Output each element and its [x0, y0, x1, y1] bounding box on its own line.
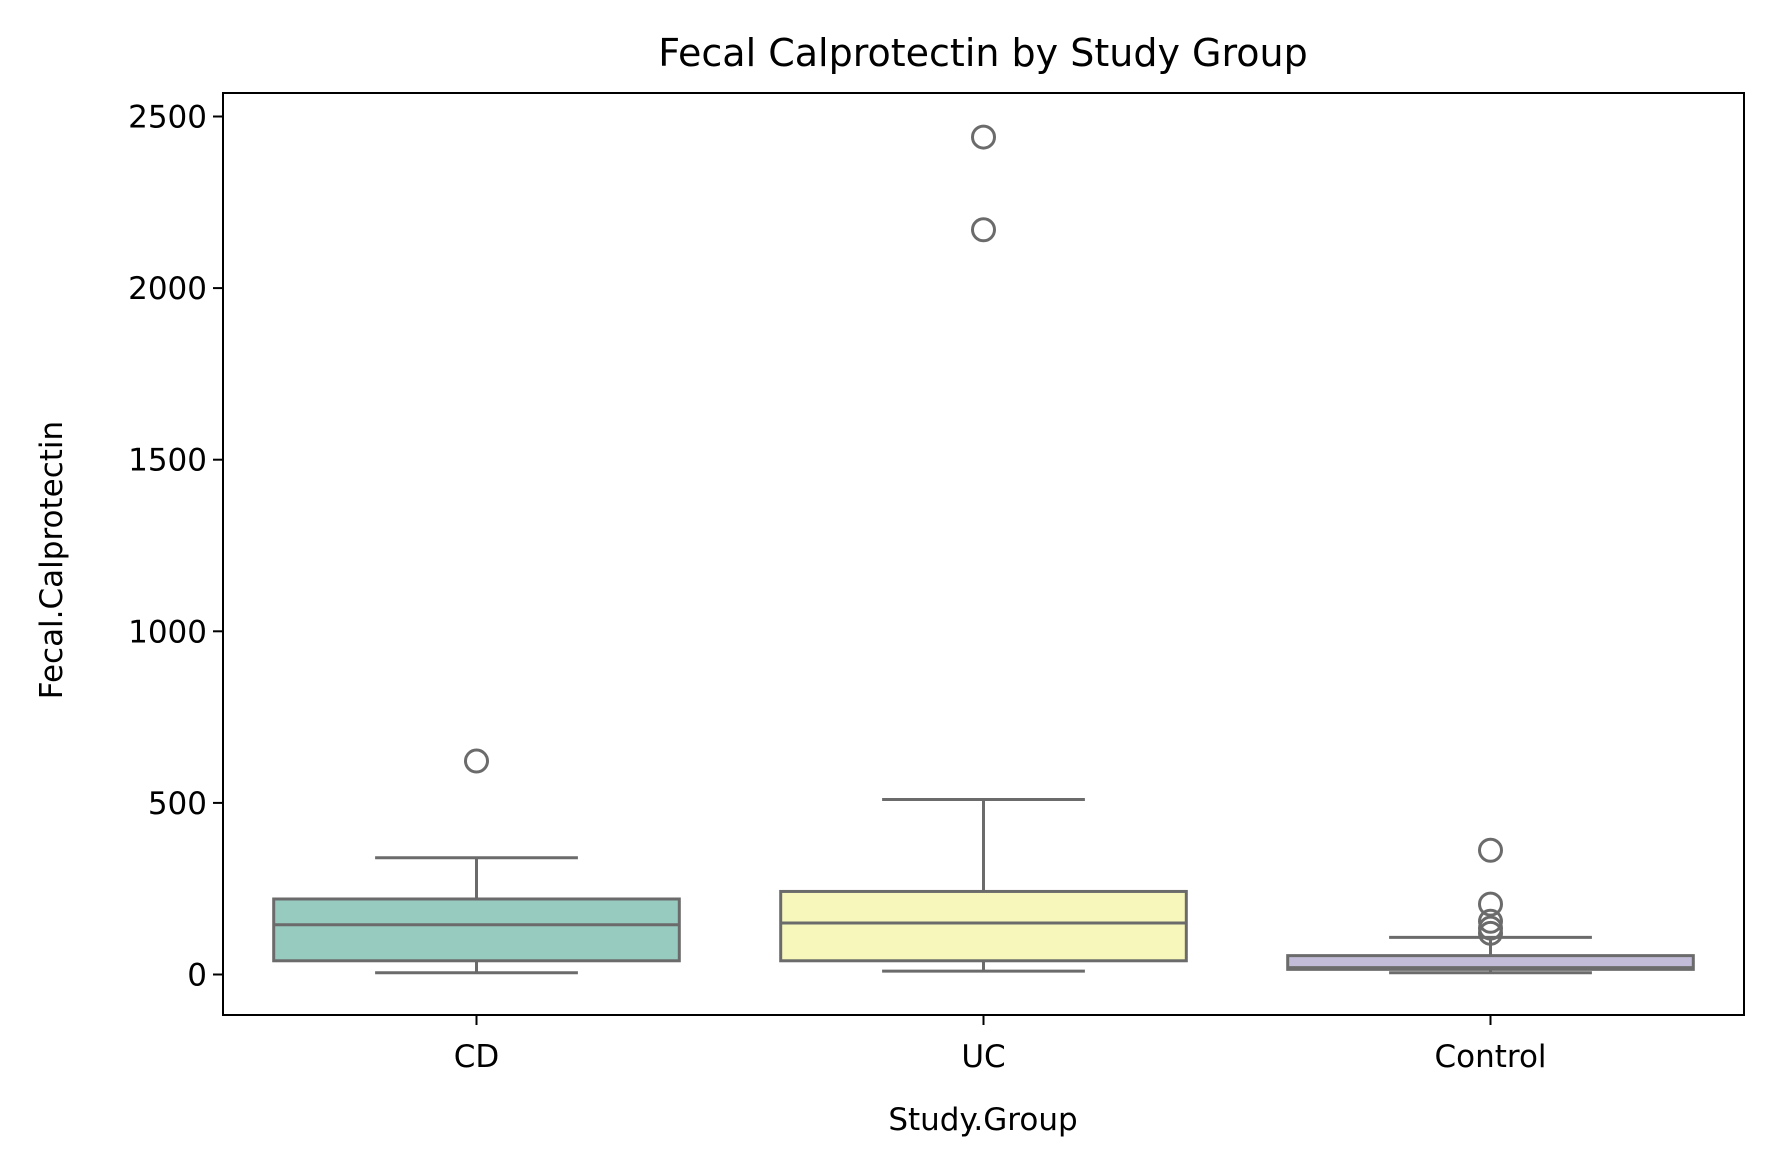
- y-tick-label: 2000: [128, 271, 207, 307]
- y-axis-label: Fecal.Calprotectin: [34, 421, 70, 699]
- y-tick-label: 500: [148, 786, 207, 822]
- outlier-point: [971, 124, 996, 150]
- plot-marks: [272, 124, 1695, 975]
- iqr-box: [272, 897, 681, 963]
- iqr-box: [779, 889, 1188, 963]
- box-group: [1286, 837, 1695, 975]
- iqr-box: [1286, 954, 1695, 971]
- outlier-point: [1478, 908, 1503, 934]
- x-axis-label: Study.Group: [888, 1102, 1077, 1138]
- y-tick-label: 0: [187, 958, 207, 994]
- outlier-point: [971, 217, 996, 243]
- y-tick-label: 1500: [128, 443, 207, 479]
- y-tick-label: 1000: [128, 614, 207, 650]
- box-group: [272, 748, 681, 975]
- x-tick-label: CD: [454, 1039, 500, 1075]
- x-tick-label: UC: [961, 1039, 1005, 1075]
- outlier-point: [1478, 837, 1503, 863]
- outlier-point: [464, 748, 489, 774]
- chart-title: Fecal Calprotectin by Study Group: [658, 31, 1307, 75]
- outlier-point: [1478, 915, 1503, 941]
- box-group: [779, 124, 1188, 973]
- outlier-point: [1478, 891, 1503, 917]
- y-tick-label: 2500: [128, 100, 207, 136]
- x-tick-label: Control: [1434, 1039, 1546, 1075]
